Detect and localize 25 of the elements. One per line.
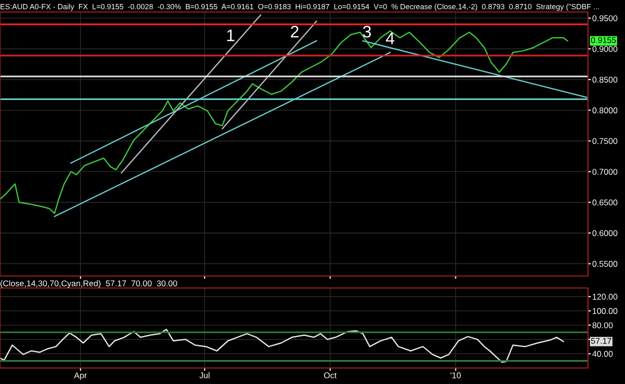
text: 0.9155 [591,37,616,44]
y-tick-label: 0.7000 [592,168,618,175]
line-series [0,328,564,363]
x-tick-label: '10 [450,372,461,378]
text: 57.17 [591,338,612,344]
annotation: 4 [386,32,394,44]
x-tick-label: Jul [199,372,210,378]
y-tick-label: 0.6000 [592,230,618,236]
y-tick-label: 0.7500 [592,138,618,144]
y-tick-label: 100.00 [592,308,618,314]
annotation: 3 [362,26,371,38]
y-tick-label: 120.00 [592,294,618,300]
y-tick-label: 0.9000 [592,46,618,52]
y-tick-label: 40.00 [592,350,613,357]
y-tick-label: 80.00 [592,322,613,328]
chart-title: (Close,14,30,70,Cyan,Red) 57.17 70.00 30.00 [0,280,178,288]
x-tick-label: Apr [74,372,87,380]
y-tick-label: 0.8500 [592,76,618,83]
x-tick-label: Oct [324,372,337,378]
annotation: 2 [290,26,298,38]
annotation: 1 [227,30,234,42]
y-tick-label: 0.9500 [592,15,618,22]
y-tick-label: 0.8000 [592,107,618,114]
y-tick-label: 0.5500 [592,260,618,267]
y-tick-label: 0.6500 [592,200,618,206]
